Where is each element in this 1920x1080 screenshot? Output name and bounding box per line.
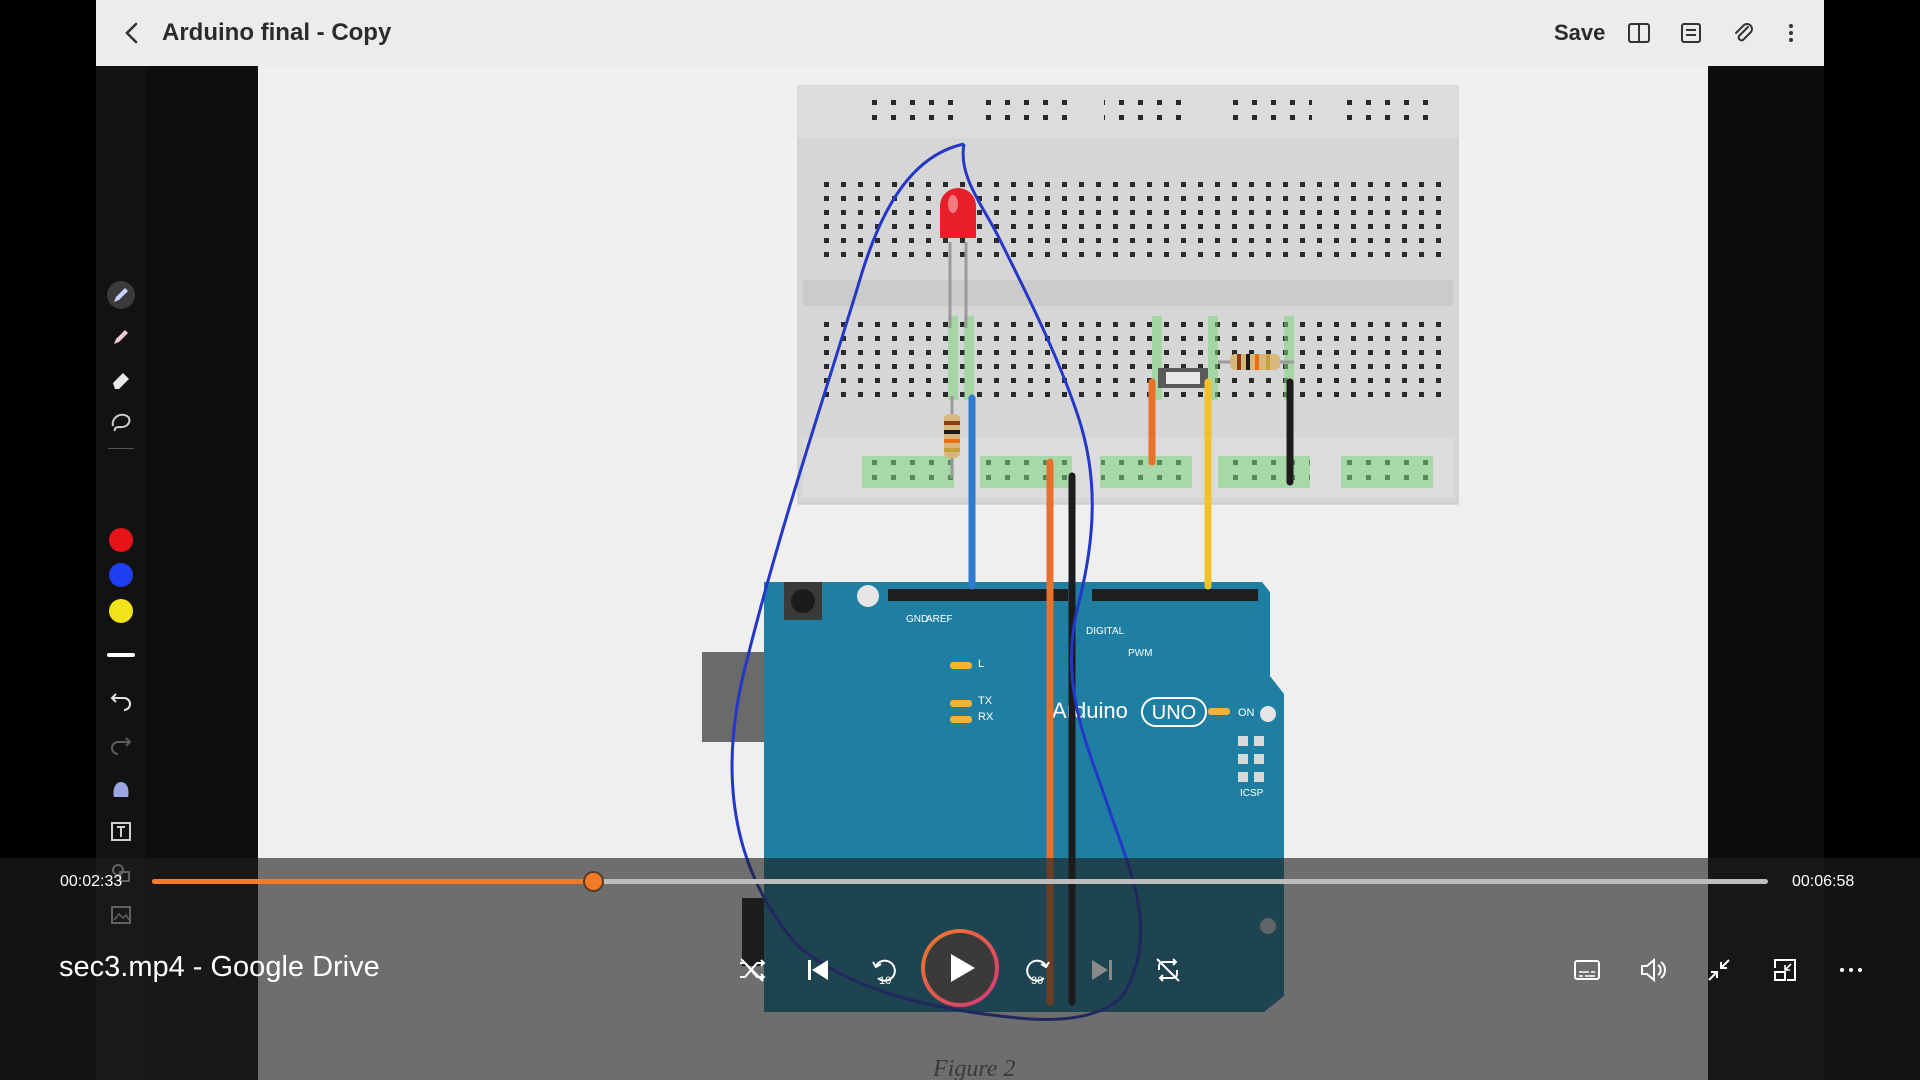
seek-bar-progress xyxy=(152,879,593,884)
svg-text:10: 10 xyxy=(879,975,891,987)
forward-30-icon[interactable]: 30 xyxy=(1018,950,1058,990)
hand-tool-icon[interactable] xyxy=(106,773,136,803)
tx-led-label: TX xyxy=(978,695,993,707)
total-duration: 00:06:58 xyxy=(1792,873,1855,890)
more-options-player-icon[interactable] xyxy=(1831,950,1871,990)
red-color-swatch[interactable] xyxy=(109,528,133,552)
resistor-button xyxy=(1218,354,1294,370)
subtitles-icon[interactable] xyxy=(1567,950,1607,990)
eraser-tool-icon[interactable] xyxy=(106,364,136,394)
page-layout-icon[interactable] xyxy=(1676,18,1706,48)
board-brand-label: Arduino xyxy=(1052,698,1128,723)
l-led-label: L xyxy=(978,658,984,670)
document-title: Arduino final - Copy xyxy=(162,19,392,46)
icsp-label: ICSP xyxy=(1240,788,1264,799)
previous-icon[interactable] xyxy=(798,950,838,990)
jumper-wires xyxy=(968,378,1294,1006)
gnd-label: GND xyxy=(906,614,928,625)
breadboard xyxy=(797,85,1459,505)
aref-label: AREF xyxy=(926,614,953,625)
more-options-icon[interactable] xyxy=(1776,18,1806,48)
highlighter-tool-icon[interactable] xyxy=(106,322,136,352)
blue-color-swatch[interactable] xyxy=(109,563,133,587)
rx-led-label: RX xyxy=(978,711,994,723)
lasso-tool-icon[interactable] xyxy=(106,406,136,436)
repeat-icon[interactable] xyxy=(1148,950,1188,990)
redo-icon[interactable] xyxy=(106,728,136,758)
yellow-color-swatch[interactable] xyxy=(109,599,133,623)
resistor-led xyxy=(944,396,960,478)
stroke-width-selector[interactable] xyxy=(107,653,135,657)
app-top-bar: Arduino final - Copy Save xyxy=(96,0,1824,66)
mini-view-icon[interactable] xyxy=(1765,950,1805,990)
red-led xyxy=(940,188,976,328)
exit-fullscreen-icon[interactable] xyxy=(1699,950,1739,990)
pen-tool-icon[interactable] xyxy=(106,280,136,310)
digital-label: DIGITAL xyxy=(1086,626,1125,637)
rewind-10-icon[interactable]: 10 xyxy=(864,950,904,990)
next-icon[interactable] xyxy=(1082,950,1122,990)
attachment-icon[interactable] xyxy=(1728,18,1758,48)
board-model-label: UNO xyxy=(1152,702,1196,724)
play-icon xyxy=(951,954,975,982)
back-arrow-icon[interactable] xyxy=(118,16,148,50)
volume-icon[interactable] xyxy=(1633,950,1673,990)
pwm-label: PWM xyxy=(1128,648,1152,659)
push-button-component xyxy=(1158,368,1208,388)
shuffle-icon[interactable] xyxy=(732,950,772,990)
seek-bar[interactable] xyxy=(152,871,1768,892)
seek-bar-thumb[interactable] xyxy=(582,871,604,892)
undo-icon[interactable] xyxy=(106,684,136,714)
text-box-icon[interactable] xyxy=(106,816,136,846)
play-button[interactable] xyxy=(921,929,999,1007)
current-time: 00:02:33 xyxy=(60,873,123,890)
book-view-icon[interactable] xyxy=(1624,18,1654,48)
save-button[interactable]: Save xyxy=(1554,20,1606,45)
media-title: sec3.mp4 - Google Drive xyxy=(59,951,380,983)
on-led-label: ON xyxy=(1238,707,1255,719)
toolbar-divider xyxy=(108,448,134,449)
svg-text:30: 30 xyxy=(1031,975,1043,987)
